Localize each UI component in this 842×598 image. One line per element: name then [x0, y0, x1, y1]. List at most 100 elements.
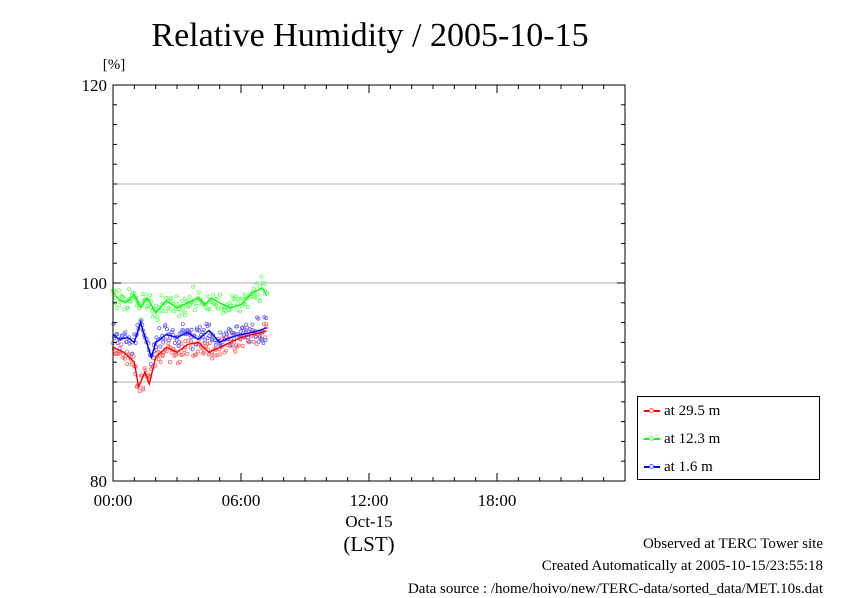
series-2-point [227, 301, 232, 306]
series-3-point [177, 340, 182, 345]
series-1-point [141, 387, 146, 392]
series-2-point [258, 284, 263, 289]
y-tick-label: 80 [90, 472, 107, 491]
series-1-point [209, 352, 214, 357]
series-2-point [192, 308, 197, 313]
series-1-point [160, 352, 165, 357]
series-2-point [148, 293, 153, 298]
series-3-point [240, 325, 245, 330]
series-3-point [181, 328, 186, 333]
series-3-point [250, 322, 255, 327]
series-1-point [141, 385, 146, 390]
series-1-point [210, 356, 215, 361]
series-3-point [165, 327, 170, 332]
series-2-point [145, 304, 150, 309]
series-3-point [207, 322, 212, 327]
series-2-point [260, 281, 265, 286]
series-1-point [116, 351, 121, 356]
series-1-point [122, 356, 127, 361]
series-3-point [148, 362, 153, 367]
series-2-point [152, 313, 157, 318]
series-3-point [263, 338, 268, 343]
series-2-point [164, 309, 169, 314]
series-3-point [114, 332, 119, 337]
series-3-point [209, 337, 214, 342]
series-3-point [190, 347, 195, 352]
series-3-point [163, 323, 168, 328]
series-2-point [130, 290, 135, 295]
series-2-point [159, 293, 164, 298]
series-2-point [251, 286, 256, 291]
series-2-point [177, 314, 182, 319]
series-2-point [235, 307, 240, 312]
series-1-point [236, 343, 241, 348]
series-1-point [125, 349, 130, 354]
series-2-point [154, 303, 159, 308]
series-2-point [150, 308, 155, 313]
series-3-point [201, 327, 206, 332]
series-3-point [158, 344, 163, 349]
series-2-point [157, 309, 162, 314]
legend-item-1-6m: at 1.6 m [644, 457, 713, 477]
series-2-point [207, 307, 212, 312]
series-3-point [253, 335, 258, 340]
series-2-point [262, 281, 267, 286]
series-2-point [183, 310, 188, 315]
series-3-point [135, 323, 140, 328]
series-2-point [205, 307, 210, 312]
legend-item-29-5m: at 29.5 m [644, 401, 720, 421]
series-2-point [126, 287, 131, 292]
series-3-point [202, 338, 207, 343]
series-3-point [263, 316, 268, 321]
series-3-point [170, 328, 175, 333]
series-3-point [173, 340, 178, 345]
footer-site: Observed at TERC Tower site [642, 536, 823, 552]
series-2-point [259, 274, 264, 279]
x-tick-label: 00:00 [94, 491, 133, 510]
series-1-point [254, 341, 259, 346]
series-1-point [194, 352, 199, 357]
series-1-point [261, 322, 266, 327]
series-1-point [119, 342, 124, 347]
series-1-point [213, 353, 218, 358]
series-3-point [218, 330, 223, 335]
x-date-label: Oct-15 [345, 512, 392, 531]
series-2-point [221, 310, 226, 315]
series-2-point [174, 294, 179, 299]
series-3-point [196, 328, 201, 333]
series-2-point [182, 313, 187, 318]
series-3-point [200, 329, 205, 334]
series-3-point [123, 330, 128, 335]
series-1-point [240, 343, 245, 348]
legend-label: at 12.3 m [664, 430, 721, 447]
x-tick-label: 18:00 [478, 491, 517, 510]
series-1-line [112, 329, 267, 390]
series-1-point [207, 340, 212, 345]
series-3-point [189, 327, 194, 332]
series-2-point [155, 318, 160, 323]
series-2-point [230, 293, 235, 298]
series-2-point [226, 307, 231, 312]
series-2-point [196, 290, 201, 295]
series-3-point [210, 338, 215, 343]
series-3-point [157, 326, 162, 331]
series-2-point [122, 297, 127, 302]
series-1-point [156, 357, 161, 362]
legend-swatch-blue [644, 462, 660, 472]
series-2-point [117, 303, 122, 308]
series-3-point [180, 322, 185, 327]
series-3-point [211, 333, 216, 338]
series-3-point [127, 341, 132, 346]
series-2-point [175, 301, 180, 306]
x-zone-label: (LST) [343, 532, 394, 556]
series-2-point [125, 305, 130, 310]
series-2-point [128, 299, 133, 304]
series-2-point [209, 299, 214, 304]
series-1-point [158, 360, 163, 365]
legend: at 29.5 m at 12.3 m at 1.6 m [637, 396, 820, 480]
series-2-point [231, 296, 236, 301]
x-tick-label: 06:00 [222, 491, 261, 510]
series-2-point [120, 294, 125, 299]
series-1-point [218, 352, 223, 357]
legend-swatch-red [644, 406, 660, 416]
